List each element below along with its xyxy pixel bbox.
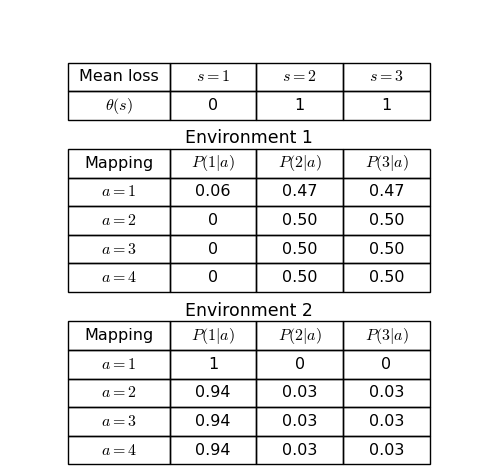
Bar [170, 91, 256, 120]
Text: 0.94: 0.94 [195, 386, 231, 400]
Bar [170, 407, 256, 436]
Bar [343, 350, 430, 378]
Text: 0.03: 0.03 [282, 386, 317, 400]
Bar [68, 407, 170, 436]
Text: Mean loss: Mean loss [79, 69, 159, 84]
Text: Mapping: Mapping [84, 156, 154, 171]
Text: $s = 3$: $s = 3$ [369, 69, 404, 84]
Text: $P(3|a)$: $P(3|a)$ [364, 153, 408, 173]
Bar [170, 436, 256, 464]
Text: 0.50: 0.50 [282, 242, 317, 257]
Text: 0.06: 0.06 [195, 185, 231, 199]
Bar [256, 63, 343, 91]
Text: 0: 0 [382, 357, 392, 372]
Bar [170, 178, 256, 206]
Text: $a = 1$: $a = 1$ [101, 185, 137, 199]
Bar [68, 350, 170, 378]
Text: 1: 1 [382, 98, 392, 113]
Text: $a = 3$: $a = 3$ [101, 414, 137, 429]
Bar [256, 235, 343, 264]
Text: 1: 1 [295, 98, 305, 113]
Text: 0.50: 0.50 [282, 213, 317, 228]
Text: $P(1|a)$: $P(1|a)$ [191, 326, 235, 346]
Text: $\theta(s)$: $\theta(s)$ [105, 96, 133, 116]
Bar [343, 91, 430, 120]
Text: $P(2|a)$: $P(2|a)$ [278, 153, 322, 173]
Bar [256, 178, 343, 206]
Bar [256, 149, 343, 178]
Text: 0: 0 [208, 213, 218, 228]
Text: 0.03: 0.03 [369, 443, 404, 457]
Bar [343, 264, 430, 292]
Text: 0.03: 0.03 [369, 414, 404, 429]
Bar [256, 264, 343, 292]
Text: 0: 0 [208, 242, 218, 257]
Bar [256, 350, 343, 378]
Text: $a = 2$: $a = 2$ [101, 386, 137, 400]
Text: 0.94: 0.94 [195, 414, 231, 429]
Bar [170, 264, 256, 292]
Bar [256, 378, 343, 407]
Bar [170, 321, 256, 350]
Text: 0.50: 0.50 [282, 270, 317, 285]
Bar [343, 63, 430, 91]
Text: 0.47: 0.47 [369, 185, 404, 199]
Bar [343, 378, 430, 407]
Bar [68, 264, 170, 292]
Bar [256, 436, 343, 464]
Text: $a = 1$: $a = 1$ [101, 357, 137, 372]
Bar [256, 321, 343, 350]
Text: $a = 4$: $a = 4$ [101, 270, 137, 285]
Text: $a = 3$: $a = 3$ [101, 242, 137, 257]
Text: 0.47: 0.47 [282, 185, 317, 199]
Text: Mapping: Mapping [84, 328, 154, 343]
Bar [343, 178, 430, 206]
Text: 0.03: 0.03 [282, 414, 317, 429]
Text: Environment 2: Environment 2 [185, 302, 313, 320]
Bar [343, 436, 430, 464]
Bar [256, 206, 343, 235]
Text: Environment 1: Environment 1 [185, 129, 313, 148]
Text: 0.03: 0.03 [369, 386, 404, 400]
Text: 0.50: 0.50 [369, 270, 404, 285]
Bar [343, 206, 430, 235]
Text: 0: 0 [208, 270, 218, 285]
Text: 0.03: 0.03 [282, 443, 317, 457]
Bar [68, 235, 170, 264]
Text: $a = 4$: $a = 4$ [101, 443, 137, 457]
Bar [170, 235, 256, 264]
Bar [170, 149, 256, 178]
Bar [68, 178, 170, 206]
Bar [170, 350, 256, 378]
Text: 0.50: 0.50 [369, 242, 404, 257]
Text: 0.94: 0.94 [195, 443, 231, 457]
Text: $P(2|a)$: $P(2|a)$ [278, 326, 322, 346]
Bar [68, 91, 170, 120]
Bar [343, 407, 430, 436]
Bar [68, 436, 170, 464]
Bar [343, 235, 430, 264]
Text: $P(1|a)$: $P(1|a)$ [191, 153, 235, 173]
Bar [170, 206, 256, 235]
Bar [68, 63, 170, 91]
Bar [256, 407, 343, 436]
Bar [343, 149, 430, 178]
Bar [256, 91, 343, 120]
Bar [68, 378, 170, 407]
Bar [68, 149, 170, 178]
Bar [343, 321, 430, 350]
Text: $P(3|a)$: $P(3|a)$ [364, 326, 408, 346]
Text: $s = 2$: $s = 2$ [282, 69, 317, 84]
Text: $s = 1$: $s = 1$ [196, 69, 230, 84]
Text: 0: 0 [295, 357, 305, 372]
Bar [68, 321, 170, 350]
Text: 0: 0 [208, 98, 218, 113]
Text: 1: 1 [208, 357, 218, 372]
Bar [170, 378, 256, 407]
Text: 0.50: 0.50 [369, 213, 404, 228]
Bar [170, 63, 256, 91]
Bar [68, 206, 170, 235]
Text: $a = 2$: $a = 2$ [101, 213, 137, 228]
